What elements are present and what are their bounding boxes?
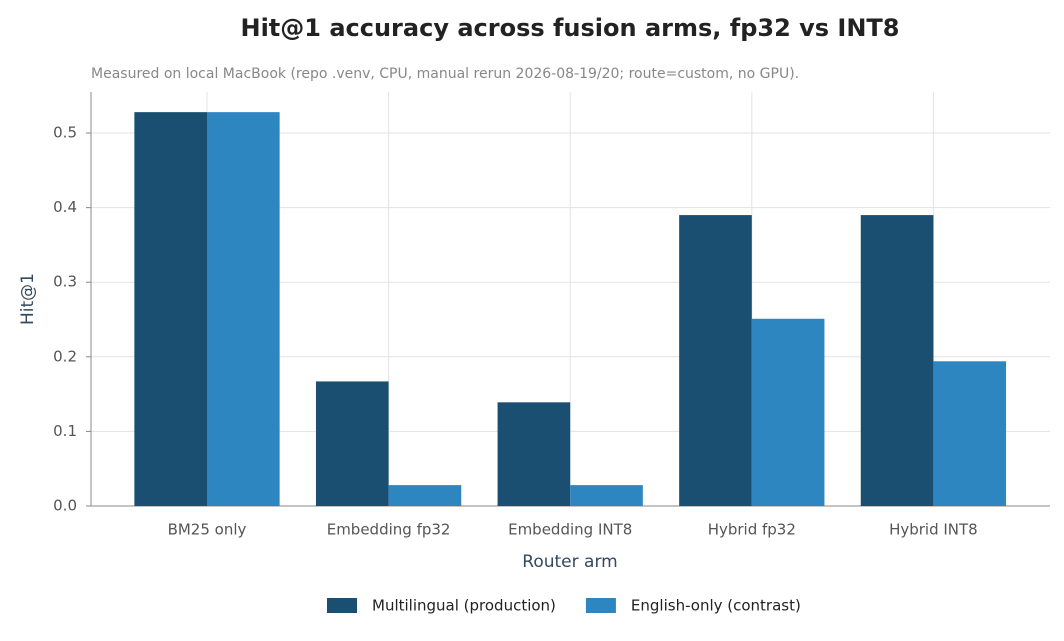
- bar: [497, 402, 571, 506]
- legend-swatch: [327, 598, 357, 613]
- y-tick-label: 0.0: [53, 497, 77, 515]
- x-tick-label: Embedding fp32: [327, 521, 451, 539]
- y-tick-label: 0.2: [53, 347, 77, 365]
- bar: [207, 112, 280, 507]
- y-tick-label: 0.3: [53, 273, 77, 291]
- x-tick-label: Hybrid fp32: [708, 521, 796, 539]
- chart-title: Hit@1 accuracy across fusion arms, fp32 …: [240, 14, 899, 42]
- x-axis-label: Router arm: [522, 552, 617, 572]
- bar: [315, 381, 389, 506]
- x-tick-label: BM25 only: [168, 521, 247, 539]
- x-tick-label: Embedding INT8: [508, 521, 632, 539]
- bar: [933, 361, 1007, 506]
- y-axis-label: Hit@1: [18, 273, 38, 325]
- bar: [570, 485, 643, 506]
- y-tick-label: 0.4: [53, 198, 77, 216]
- bar: [388, 485, 462, 506]
- legend-label: Multilingual (production): [372, 597, 556, 615]
- x-tick-label: Hybrid INT8: [889, 521, 978, 539]
- chart-subtitle: Measured on local MacBook (repo .venv, C…: [91, 66, 799, 82]
- y-tick-label: 0.5: [53, 124, 77, 142]
- bar: [134, 112, 207, 507]
- bar: [679, 215, 752, 506]
- legend-swatch: [585, 598, 616, 613]
- bar: [751, 318, 825, 506]
- y-tick-label: 0.1: [53, 422, 77, 440]
- bar: [860, 215, 934, 506]
- legend-label: English-only (contrast): [631, 597, 801, 615]
